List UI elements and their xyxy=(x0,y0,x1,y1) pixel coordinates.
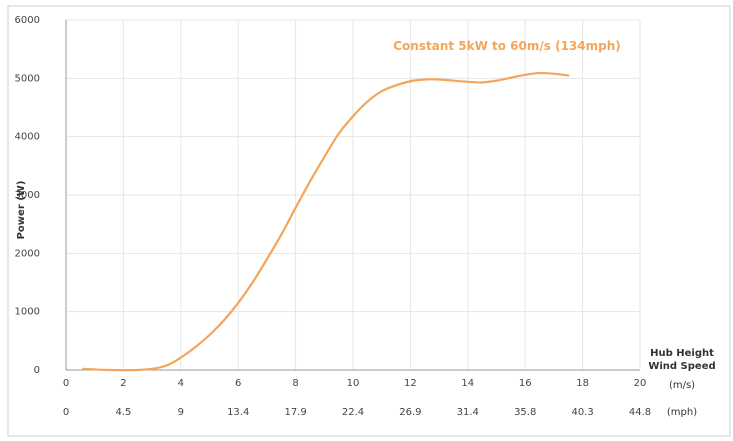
x-tick-label-ms: 4 xyxy=(178,378,184,389)
y-tick-labels: 0 1000 2000 3000 4000 5000 6000 xyxy=(15,15,40,376)
y-tick-label: 2000 xyxy=(15,248,40,259)
x-tick-label-mph: 31.4 xyxy=(457,407,479,418)
grid-lines xyxy=(66,19,641,370)
x-tick-label-mph: 9 xyxy=(178,407,184,418)
x-tick-label-mph: 4.5 xyxy=(115,407,131,418)
series-layer xyxy=(82,71,570,372)
x-axis-unit-mph: (mph) xyxy=(667,407,697,418)
x-axis-unit-ms: (m/s) xyxy=(669,380,695,391)
series-line xyxy=(82,71,570,372)
x-tick-label-ms: 10 xyxy=(347,378,360,389)
x-tick-label-ms: 8 xyxy=(292,378,298,389)
x-tick-label-mph: 26.9 xyxy=(399,407,421,418)
x-tick-label-ms: 6 xyxy=(235,378,241,389)
x-tick-label-mph: 17.9 xyxy=(284,407,306,418)
y-tick-label: 0 xyxy=(34,365,40,376)
x-tick-label-ms: 12 xyxy=(404,378,417,389)
x-tick-label-ms: 16 xyxy=(519,378,532,389)
x-tick-label-ms: 2 xyxy=(120,378,126,389)
chart-annotation: Constant 5kW to 60m/s (134mph) xyxy=(393,39,621,53)
x-tick-label-ms: 0 xyxy=(63,378,69,389)
x-axis-title-line2: Wind Speed xyxy=(648,361,715,372)
x-tick-labels-mph: 0 4.5 9 13.4 17.9 22.4 26.9 31.4 35.8 40.3 44.8 xyxy=(63,407,651,418)
x-axis-title-line1: Hub Height xyxy=(650,348,714,359)
x-tick-label-mph: 44.8 xyxy=(629,407,651,418)
x-tick-label-ms: 20 xyxy=(634,378,647,389)
y-tick-label: 6000 xyxy=(15,15,40,26)
chart-frame xyxy=(7,5,731,437)
x-tick-label-ms: 18 xyxy=(576,378,589,389)
x-tick-label-mph: 0 xyxy=(63,407,69,418)
y-tick-label: 5000 xyxy=(15,73,40,84)
x-tick-label-mph: 22.4 xyxy=(342,407,364,418)
y-tick-label: 3000 xyxy=(15,190,40,201)
x-tick-label-ms: 14 xyxy=(461,378,474,389)
x-tick-labels-ms: 0 2 4 6 8 10 12 14 16 18 20 xyxy=(63,378,647,389)
y-tick-label: 1000 xyxy=(15,307,40,318)
x-tick-label-mph: 13.4 xyxy=(227,407,249,418)
y-axis-title: Power (W) xyxy=(16,181,27,240)
x-tick-label-mph: 35.8 xyxy=(514,407,536,418)
x-tick-label-mph: 40.3 xyxy=(571,407,593,418)
y-tick-label: 4000 xyxy=(15,132,40,143)
